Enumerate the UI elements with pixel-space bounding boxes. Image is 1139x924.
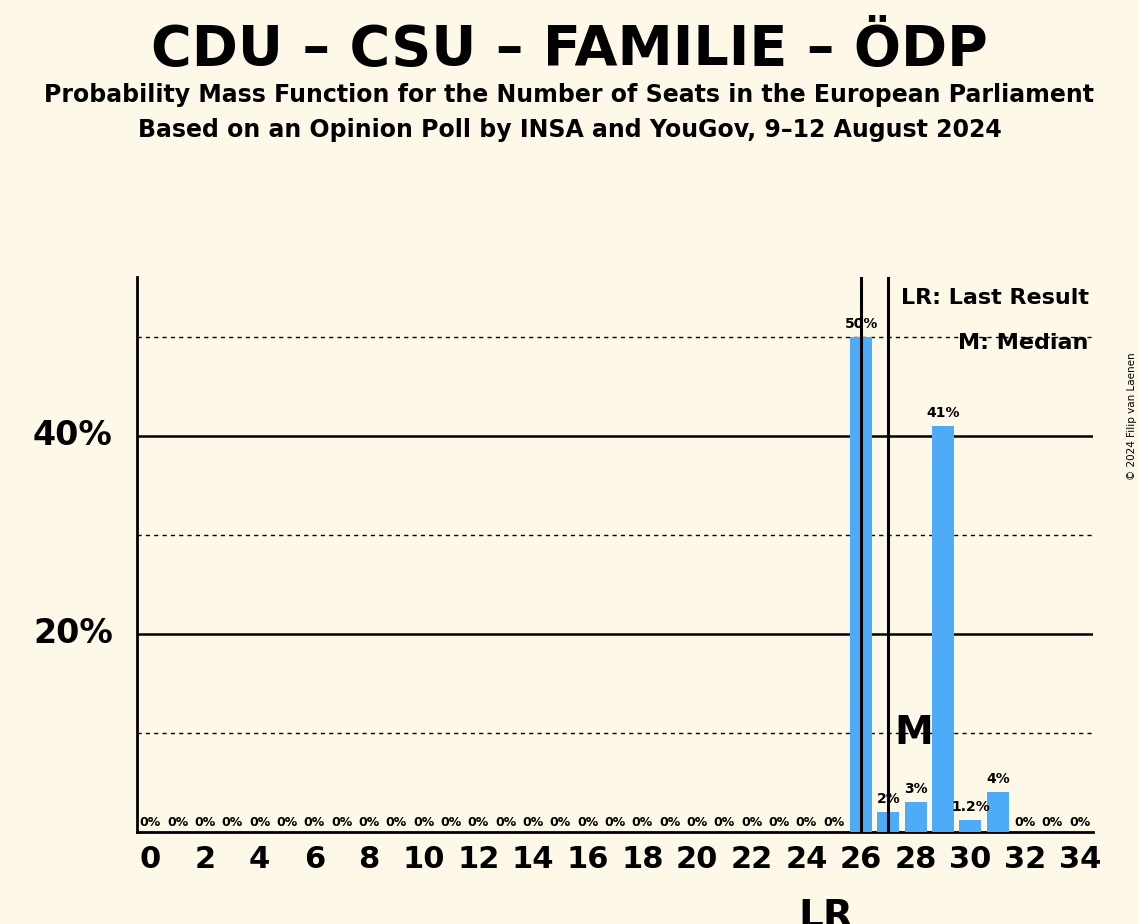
Text: 0%: 0% [222, 816, 243, 829]
Text: 50%: 50% [844, 317, 878, 331]
Text: 0%: 0% [249, 816, 270, 829]
Text: LR: Last Result: LR: Last Result [901, 288, 1089, 309]
Text: 0%: 0% [659, 816, 680, 829]
Text: 0%: 0% [277, 816, 297, 829]
Text: 0%: 0% [823, 816, 844, 829]
Bar [986, 792, 1009, 832]
Text: 4%: 4% [986, 772, 1009, 786]
Text: 0%: 0% [1070, 816, 1090, 829]
Bar [932, 426, 954, 832]
Text: 0%: 0% [441, 816, 461, 829]
Text: M: Median: M: Median [958, 333, 1089, 353]
Text: 0%: 0% [550, 816, 571, 829]
Text: 0%: 0% [714, 816, 735, 829]
Text: 20%: 20% [33, 617, 113, 650]
Text: Based on an Opinion Poll by INSA and YouGov, 9–12 August 2024: Based on an Opinion Poll by INSA and You… [138, 118, 1001, 142]
Text: LR: LR [798, 898, 853, 924]
Text: Probability Mass Function for the Number of Seats in the European Parliament: Probability Mass Function for the Number… [44, 83, 1095, 107]
Bar [850, 336, 872, 832]
Text: 0%: 0% [769, 816, 789, 829]
Text: 41%: 41% [926, 406, 960, 419]
Text: 0%: 0% [632, 816, 653, 829]
Text: CDU – CSU – FAMILIE – ÖDP: CDU – CSU – FAMILIE – ÖDP [151, 23, 988, 77]
Text: 1.2%: 1.2% [951, 800, 990, 814]
Text: 0%: 0% [386, 816, 407, 829]
Text: 0%: 0% [304, 816, 325, 829]
Text: 0%: 0% [331, 816, 352, 829]
Text: 0%: 0% [140, 816, 161, 829]
Text: 0%: 0% [195, 816, 215, 829]
Text: 0%: 0% [495, 816, 516, 829]
Text: 0%: 0% [687, 816, 707, 829]
Text: 0%: 0% [359, 816, 379, 829]
Text: 0%: 0% [741, 816, 762, 829]
Text: 0%: 0% [605, 816, 625, 829]
Bar [904, 802, 927, 832]
Text: 40%: 40% [33, 419, 113, 452]
Text: 0%: 0% [413, 816, 434, 829]
Text: © 2024 Filip van Laenen: © 2024 Filip van Laenen [1126, 352, 1137, 480]
Text: M: M [894, 714, 933, 752]
Text: 3%: 3% [904, 782, 927, 796]
Bar [959, 820, 982, 832]
Text: 0%: 0% [167, 816, 188, 829]
Text: 0%: 0% [1042, 816, 1063, 829]
Text: 2%: 2% [877, 792, 900, 806]
Text: 0%: 0% [796, 816, 817, 829]
Text: 0%: 0% [468, 816, 489, 829]
Text: 0%: 0% [523, 816, 543, 829]
Bar [877, 812, 900, 832]
Text: 0%: 0% [577, 816, 598, 829]
Text: 0%: 0% [1015, 816, 1035, 829]
